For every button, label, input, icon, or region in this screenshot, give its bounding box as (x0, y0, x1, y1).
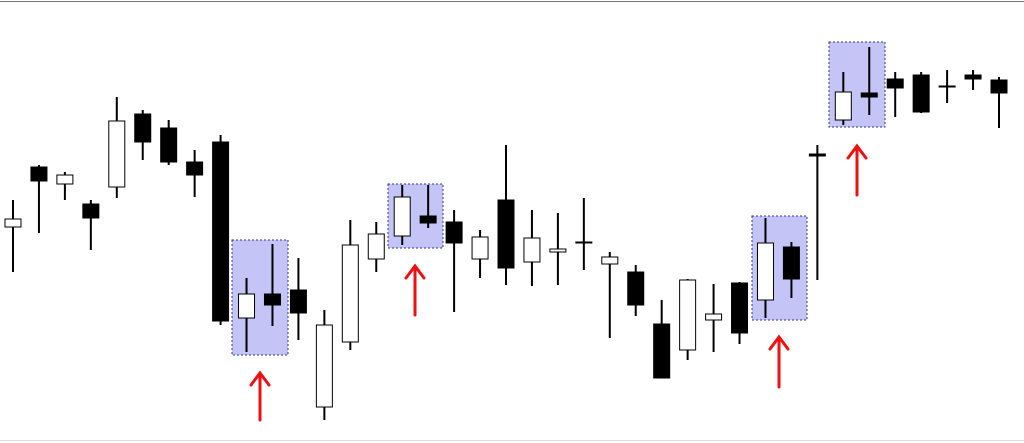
candle-body-down (134, 113, 152, 143)
candle-body-up (238, 293, 256, 319)
candle-body-down (808, 153, 826, 157)
candle-body-down (289, 289, 307, 314)
candles (4, 47, 1008, 420)
candle-body-down (575, 241, 593, 244)
candle-body-up (393, 196, 411, 237)
candle-body-down (964, 74, 982, 80)
candle-body-down (263, 293, 281, 306)
candle-body-down (782, 246, 800, 280)
candle-body-up (938, 85, 956, 88)
candle-body-up (56, 174, 74, 185)
candle-body-down (419, 215, 437, 224)
candle-body-up (523, 237, 541, 263)
candle-body-down (82, 203, 100, 219)
candle-body-up (679, 279, 697, 351)
candle-body-up (601, 256, 619, 265)
candle-body-up (549, 248, 567, 253)
candle-body-up (4, 218, 22, 228)
candle-body-down (886, 78, 904, 89)
arrow (846, 143, 868, 197)
candle-body-down (30, 166, 48, 182)
candle-body-up (108, 120, 126, 188)
candle-body-down (731, 282, 749, 334)
candle-body-up (756, 242, 774, 301)
candle-body-up (834, 91, 852, 121)
candle-body-up (367, 233, 385, 260)
candle-body-up (341, 244, 359, 343)
highlights (231, 41, 886, 356)
candle-body-up (705, 313, 723, 321)
candle-body-down (912, 74, 930, 113)
candle-body-down (212, 141, 230, 322)
candle-body-down (160, 127, 178, 163)
candle-body-down (627, 271, 645, 306)
arrow (249, 370, 271, 422)
candle-body-down (186, 161, 204, 176)
candle-body-down (990, 79, 1008, 94)
candle-body-down (497, 199, 515, 269)
arrows (249, 143, 868, 422)
arrow (404, 263, 426, 317)
candle-body-down (445, 221, 463, 244)
candle-body-up (471, 236, 489, 260)
arrow (768, 334, 790, 389)
candle-body-up (315, 324, 333, 408)
candle-body-down (860, 92, 878, 98)
candle-body-down (653, 323, 671, 379)
